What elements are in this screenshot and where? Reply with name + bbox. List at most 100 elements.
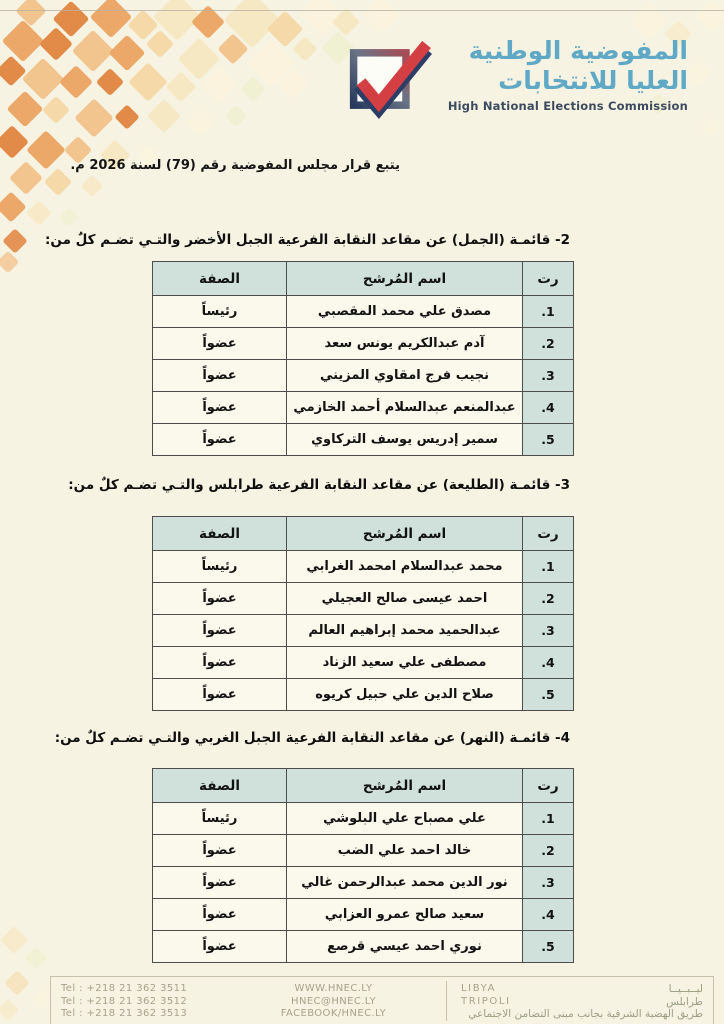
mosaic-diamond (43, 167, 73, 197)
cell-rank: 2. (522, 582, 574, 615)
mosaic-diamond (0, 250, 20, 274)
col-header-role: الصفة (152, 516, 287, 551)
cell-role: رئيساً (152, 295, 287, 328)
decree-reference-note: يتبع قرار مجلس المفوضية رقم (79) لسنة 20… (70, 158, 400, 173)
footer-phones: Tel : +218 21 362 3511 Tel : +218 21 362… (51, 981, 221, 1021)
section-heading: 4- قائمـة (النهر) عن مقاعد النقابة الفرع… (54, 730, 570, 746)
brand-title-en: High National Elections Commission (447, 99, 688, 113)
table-row: 4. سعيد صالح عمرو العزابي عضواً (152, 898, 574, 931)
footer-location-row: TRIPOLI طرابلس (461, 996, 703, 1009)
candidate-list-section: 4- قائمـة (النهر) عن مقاعد النقابة الفرع… (54, 727, 574, 963)
col-header-name: اسم المُرشح (286, 261, 523, 296)
mosaic-diamond (59, 207, 79, 227)
footer-phone-line: Tel : +218 21 362 3511 (61, 983, 188, 994)
cell-rank: 1. (522, 802, 574, 835)
candidate-list-section: 3- قائمـة (الطليعة) عن مقاعد النقابة الف… (68, 474, 574, 711)
cell-rank: 3. (522, 866, 574, 899)
candidate-table: رت اسم المُرشح الصفة 1. مصدق علي محمد الم… (152, 261, 574, 456)
table-row: 4. عبدالمنعم عبدالسلام أحمد الخازمي عضواً (152, 391, 574, 424)
checkbox-logo-icon (344, 36, 438, 122)
mosaic-diamond (701, 117, 721, 137)
cell-name: خالد احمد علي الضب (286, 834, 523, 867)
mosaic-diamond (74, 98, 114, 138)
cell-name: محمد عبدالسلام امحمد الغرابي (286, 550, 523, 583)
cell-role: عضواً (152, 327, 287, 360)
footer-facebook: FACEBOOK/HNEC.LY (280, 1008, 387, 1019)
cell-name: احمد عيسى صالح العجيلي (286, 582, 523, 615)
cell-rank: 4. (522, 898, 574, 931)
cell-rank: 3. (522, 614, 574, 647)
cell-name: عبدالمنعم عبدالسلام أحمد الخازمي (286, 391, 523, 424)
table-row: 2. احمد عيسى صالح العجيلي عضواً (152, 582, 574, 615)
col-header-name: اسم المُرشح (286, 516, 523, 551)
mosaic-diamond (0, 125, 29, 159)
footer-location: LIBYA ليــبــيــا TRIPOLI طرابلس طريق ال… (446, 981, 713, 1021)
mosaic-diamond (165, 71, 197, 103)
cell-role: رئيساً (152, 802, 287, 835)
cell-rank: 5. (522, 678, 574, 711)
cell-name: سعيد صالح عمرو العزابي (286, 898, 523, 931)
mosaic-diamond (128, 62, 168, 102)
cell-role: عضواً (152, 423, 287, 456)
table-row: 5. نوري احمد عيسي قرصع عضواً (152, 930, 574, 963)
cell-role: عضواً (152, 614, 287, 647)
col-header-rank: رت (522, 516, 574, 551)
brand-title-ar-1: المفوضية الوطنية (468, 36, 688, 65)
cell-role: عضواً (152, 930, 287, 963)
section-heading: 3- قائمـة (الطليعة) عن مقاعد النقابة الف… (68, 477, 570, 493)
cell-name: مصدق علي محمد المقصبي (286, 295, 523, 328)
mosaic-diamond (0, 925, 29, 955)
table-row: 1. محمد عبدالسلام امحمد الغرابي رئيساً (152, 550, 574, 583)
col-header-rank: رت (522, 768, 574, 803)
table-header-row: رت اسم المُرشح الصفة (152, 261, 574, 296)
mosaic-diamond (41, 95, 71, 125)
footer-contact-bar: Tel : +218 21 362 3511 Tel : +218 21 362… (50, 976, 714, 1024)
cell-name: آدم عبدالكريم يونس سعد (286, 327, 523, 360)
footer-address-ar: طريق الهضبة الشرقية بجانب مبنى التضامن ا… (468, 1008, 703, 1020)
mosaic-diamond (59, 65, 93, 99)
table-row: 1. علي مصباح علي البلوشي رئيساً (152, 802, 574, 835)
footer-phone-line: Tel : +218 21 362 3512 (61, 995, 188, 1007)
footer-email: HNEC@HNEC.LY (291, 995, 376, 1007)
cell-rank: 2. (522, 327, 574, 360)
candidate-table: رت اسم المُرشح الصفة 1. علي مصباح علي الب… (152, 768, 574, 963)
footer-website: WWW.HNEC.LY (294, 983, 373, 994)
mosaic-diamond (147, 99, 181, 133)
mosaic-diamond (684, 60, 710, 86)
cell-name: نجيب فرج امقاوي المزيني (286, 359, 523, 392)
mosaic-diamond (26, 130, 66, 170)
cell-role: عضواً (152, 391, 287, 424)
cell-role: عضواً (152, 582, 287, 615)
mosaic-diamond (240, 76, 266, 102)
col-header-role: الصفة (152, 261, 287, 296)
scan-edge-line (0, 10, 724, 11)
mosaic-diamond (2, 228, 28, 254)
table-header-row: رت اسم المُرشح الصفة (152, 768, 574, 803)
col-header-name: اسم المُرشح (286, 768, 523, 803)
cell-rank: 1. (522, 295, 574, 328)
footer-country-en: LIBYA (461, 983, 497, 994)
mosaic-diamond (6, 90, 44, 128)
brand-text: المفوضية الوطنية العليا للانتخابات High … (448, 36, 688, 113)
cell-name: مصطفى علي سعيد الزناد (286, 646, 523, 679)
footer-city-en: TRIPOLI (461, 995, 511, 1007)
table-row: 4. مصطفى علي سعيد الزناد عضواً (152, 646, 574, 679)
footer-web-links: WWW.HNEC.LY HNEC@HNEC.LY FACEBOOK/HNEC.L… (221, 981, 446, 1021)
table-row: 2. آدم عبدالكريم يونس سعد عضواً (152, 327, 574, 360)
cell-role: عضواً (152, 359, 287, 392)
mosaic-diamond (0, 191, 27, 223)
table-row: 5. سمير إدريس يوسف التركاوي عضواً (152, 423, 574, 456)
mosaic-diamond (80, 174, 104, 198)
footer-location-row: LIBYA ليــبــيــا (461, 983, 703, 996)
mosaic-diamond (224, 104, 248, 128)
cell-rank: 1. (522, 550, 574, 583)
mosaic-diamond (114, 104, 140, 130)
mosaic-diamond (26, 200, 52, 226)
mosaic-diamond (108, 34, 146, 72)
mosaic-diamond (24, 946, 48, 970)
section-heading: 2- قائمـة (الجمل) عن مقاعد النقابة الفرع… (45, 232, 570, 248)
brand-title-ar-2: العليا للانتخابات (498, 66, 688, 95)
cell-name: نور الدين محمد عبدالرحمن غالي (286, 866, 523, 899)
table-row: 3. نجيب فرج امقاوي المزيني عضواً (152, 359, 574, 392)
